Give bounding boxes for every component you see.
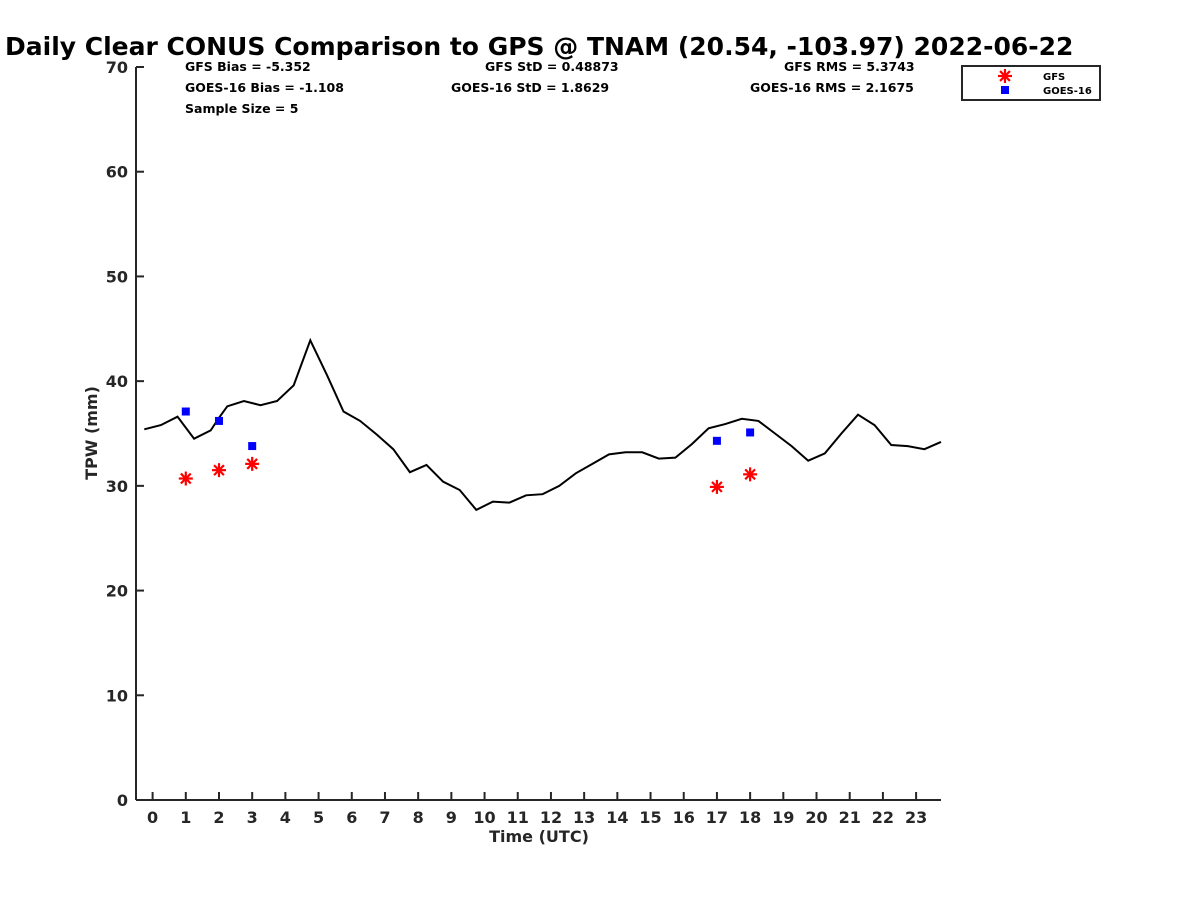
x-tick-label: 21 (839, 808, 861, 827)
asterisk-stroke (213, 464, 225, 476)
x-tick-label: 22 (872, 808, 894, 827)
x-tick-label: 23 (905, 808, 927, 827)
y-tick-label: 10 (106, 686, 128, 705)
gfs-bias-stat: GFS Bias = -5.352 (185, 59, 311, 74)
legend-goes-16-label: GOES-16 (1043, 86, 1092, 97)
x-tick-label: 19 (772, 808, 794, 827)
legend-goes-16-marker (1001, 86, 1009, 94)
x-tick-label: 15 (639, 808, 661, 827)
x-axis-label: Time (UTC) (489, 827, 589, 846)
goes-16-point (746, 428, 755, 437)
y-axis-label: TPW (mm) (82, 386, 101, 480)
x-tick-label: 10 (473, 808, 495, 827)
x-tick-label: 5 (313, 808, 324, 827)
legend-gfs-label: GFS (1043, 72, 1065, 83)
y-tick-label: 30 (106, 477, 128, 496)
goes-rms-stat: GOES-16 RMS = 2.1675 (750, 80, 914, 95)
x-tick-label: 3 (247, 808, 258, 827)
y-tick-label: 70 (106, 58, 128, 77)
asterisk-stroke (999, 70, 1011, 82)
y-tick-label: 50 (106, 267, 128, 286)
legend-box (961, 65, 1101, 101)
goes-std-stat: GOES-16 StD = 1.8629 (451, 80, 609, 95)
x-tick-label: 16 (673, 808, 695, 827)
x-tick-label: 11 (507, 808, 529, 827)
chart-title: Daily Clear CONUS Comparison to GPS @ TN… (5, 32, 1073, 61)
gfs-std-stat: GFS StD = 0.48873 (485, 59, 619, 74)
goes-16-point (712, 436, 721, 445)
legend: GFS GOES-16 (961, 65, 1101, 101)
asterisk-stroke (744, 468, 756, 481)
x-tick-label: 17 (706, 808, 728, 827)
gfs-point (709, 479, 724, 494)
gfs-point (245, 456, 260, 471)
asterisk-stroke (711, 481, 723, 493)
gfs-point (211, 463, 226, 478)
x-tick-label: 7 (379, 808, 390, 827)
x-tick-label: 6 (346, 808, 357, 827)
gfs-point (743, 467, 758, 482)
x-tick-label: 1 (180, 808, 191, 827)
x-tick-label: 4 (280, 808, 291, 827)
goes-16-point (214, 416, 223, 425)
y-tick-label: 20 (106, 582, 128, 601)
goes-bias-stat: GOES-16 Bias = -1.108 (185, 80, 344, 95)
goes-16-point (248, 442, 257, 451)
x-tick-label: 9 (446, 808, 457, 827)
y-tick-label: 40 (106, 372, 128, 391)
x-tick-label: 18 (739, 808, 761, 827)
asterisk-stroke (246, 458, 258, 470)
y-tick-label: 60 (106, 163, 128, 182)
goes-16-point (181, 407, 190, 416)
x-tick-label: 20 (805, 808, 827, 827)
gfs-rms-stat: GFS RMS = 5.3743 (784, 59, 915, 74)
plot-area (144, 337, 942, 512)
x-tick-label: 12 (540, 808, 562, 827)
x-tick-label: 0 (147, 808, 158, 827)
gps-tpw-line (144, 337, 942, 512)
x-tick-label: 13 (573, 808, 595, 827)
sample-size-stat: Sample Size = 5 (185, 101, 298, 116)
gfs-point (178, 471, 193, 486)
x-tick-label: 2 (213, 808, 224, 827)
x-tick-label: 14 (606, 808, 628, 827)
x-tick-label: 8 (413, 808, 424, 827)
asterisk-stroke (180, 472, 192, 485)
y-tick-label: 0 (117, 791, 128, 810)
legend-gfs-marker (998, 69, 1012, 83)
